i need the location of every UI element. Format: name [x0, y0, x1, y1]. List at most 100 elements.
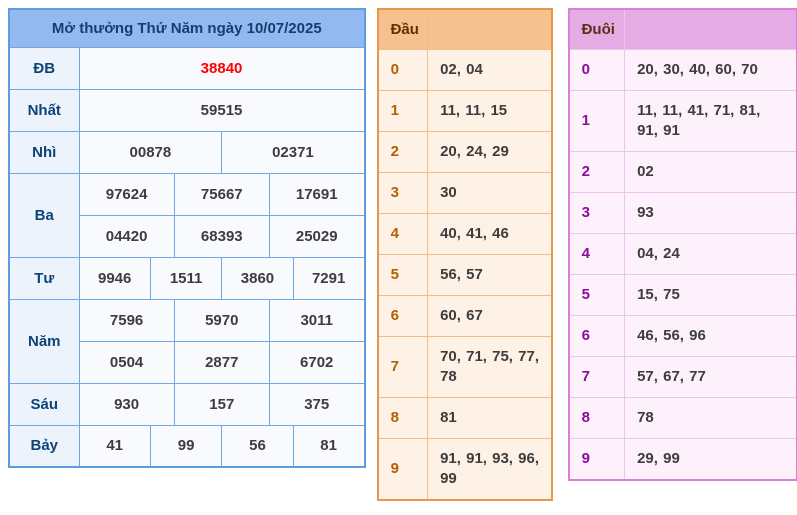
duoi-row: 7 57, 67, 77: [568, 355, 797, 398]
prize-value: 75667: [173, 172, 270, 216]
prize-row-nhat: Nhất 59515: [8, 88, 366, 132]
prize-value: 56: [221, 424, 294, 468]
prize-value: 17691: [268, 172, 366, 216]
results-title: Mở thưởng Thứ Năm ngày 10/07/2025: [8, 8, 366, 48]
dau-digit: 9: [377, 437, 429, 500]
dau-digit: 2: [377, 130, 429, 173]
prize-value: 97624: [78, 172, 175, 216]
dau-row: 2 20, 24, 29: [377, 130, 553, 173]
duoi-numbers: 15, 75: [624, 273, 797, 316]
dau-table: Đầu 0 02, 04 1 11, 11, 15 2 20, 24, 29 3…: [376, 8, 553, 501]
duoi-row: 2 02: [568, 150, 797, 193]
prize-value: 0504: [78, 340, 175, 384]
dau-numbers: 56, 57: [427, 253, 553, 296]
duoi-digit: 0: [568, 48, 626, 91]
duoi-numbers: 11, 11, 41, 71, 81, 91, 91: [624, 89, 797, 152]
prize-row-nam-1: Năm 7596 5970 3011: [8, 298, 366, 384]
prize-value: 2877: [173, 340, 270, 384]
duoi-digit: 5: [568, 273, 626, 316]
prize-label-ba: Ba: [8, 172, 80, 258]
dau-numbers: 70, 71, 75, 77, 78: [427, 335, 553, 398]
prize-value-special: 38840: [78, 46, 366, 90]
dau-numbers: 60, 67: [427, 294, 553, 337]
duoi-digit: 7: [568, 355, 626, 398]
prize-row-ba-1: Ba 97624 75667 17691: [8, 172, 366, 258]
dau-row: 6 60, 67: [377, 294, 553, 337]
dau-digit: 8: [377, 396, 429, 439]
dau-digit: 3: [377, 171, 429, 214]
dau-header-spacer: [427, 8, 553, 50]
duoi-row: 9 29, 99: [568, 437, 797, 480]
duoi-row: 0 20, 30, 40, 60, 70: [568, 48, 797, 91]
prize-row-bay: Bảy 41 99 56 81: [8, 424, 366, 468]
dau-digit: 7: [377, 335, 429, 398]
prize-label-nhi: Nhì: [8, 130, 80, 174]
duoi-numbers: 46, 56, 96: [624, 314, 797, 357]
dau-numbers: 11, 11, 15: [427, 89, 553, 132]
dau-numbers: 20, 24, 29: [427, 130, 553, 173]
dau-digit: 0: [377, 48, 429, 91]
dau-numbers: 02, 04: [427, 48, 553, 91]
prize-row-db: ĐB 38840: [8, 46, 366, 90]
prize-value: 68393: [173, 214, 270, 258]
results-table: Mở thưởng Thứ Năm ngày 10/07/2025 ĐB 388…: [8, 8, 366, 468]
duoi-numbers: 04, 24: [624, 232, 797, 275]
dau-row: 8 81: [377, 396, 553, 439]
prize-value: 3011: [268, 298, 366, 342]
prize-row-sau: Sáu 930 157 375: [8, 382, 366, 426]
prize-row-tu: Tư 9946 1511 3860 7291: [8, 256, 366, 300]
prize-value: 25029: [268, 214, 366, 258]
prize-value: 7596: [78, 298, 175, 342]
prize-value: 02371: [221, 130, 366, 174]
prize-label-nam: Năm: [8, 298, 80, 384]
prize-row-nhi: Nhì 00878 02371: [8, 130, 366, 174]
dau-header: Đầu: [377, 8, 429, 50]
prize-value: 41: [78, 424, 151, 468]
dau-digit: 6: [377, 294, 429, 337]
dau-row: 5 56, 57: [377, 253, 553, 296]
duoi-numbers: 57, 67, 77: [624, 355, 797, 398]
duoi-digit: 9: [568, 437, 626, 480]
dau-numbers: 91, 91, 93, 96, 99: [427, 437, 553, 500]
duoi-digit: 2: [568, 150, 626, 193]
prize-value: 04420: [78, 214, 175, 258]
dau-numbers: 30: [427, 171, 553, 214]
duoi-row: 6 46, 56, 96: [568, 314, 797, 357]
prize-value: 59515: [78, 88, 366, 132]
dau-numbers: 40, 41, 46: [427, 212, 553, 255]
duoi-numbers: 20, 30, 40, 60, 70: [624, 48, 797, 91]
prize-row-ba-2: 04420 68393 25029: [9, 214, 366, 258]
duoi-digit: 4: [568, 232, 626, 275]
dau-numbers: 81: [427, 396, 553, 439]
prize-value: 157: [173, 382, 270, 426]
prize-label-nhat: Nhất: [8, 88, 80, 132]
duoi-row: 4 04, 24: [568, 232, 797, 275]
dau-digit: 4: [377, 212, 429, 255]
prize-value: 6702: [268, 340, 366, 384]
duoi-row: 5 15, 75: [568, 273, 797, 316]
prize-value: 5970: [173, 298, 270, 342]
duoi-header: Đuôi: [568, 8, 626, 50]
duoi-header-spacer: [624, 8, 797, 50]
prize-value: 00878: [78, 130, 223, 174]
dau-row: 9 91, 91, 93, 96, 99: [377, 437, 553, 500]
prize-value: 3860: [221, 256, 294, 300]
dau-row: 3 30: [377, 171, 553, 214]
dau-digit: 1: [377, 89, 429, 132]
duoi-table: Đuôi 0 20, 30, 40, 60, 70 1 11, 11, 41, …: [567, 8, 797, 481]
prize-value: 99: [149, 424, 223, 468]
dau-digit: 5: [377, 253, 429, 296]
duoi-row: 1 11, 11, 41, 71, 81, 91, 91: [568, 89, 797, 152]
dau-row: 1 11, 11, 15: [377, 89, 553, 132]
duoi-numbers: 93: [624, 191, 797, 234]
duoi-digit: 1: [568, 89, 626, 152]
prize-label-sau: Sáu: [8, 382, 80, 426]
duoi-numbers: 02: [624, 150, 797, 193]
duoi-row: 8 78: [568, 396, 797, 439]
dau-row: 4 40, 41, 46: [377, 212, 553, 255]
prize-value: 375: [268, 382, 366, 426]
duoi-numbers: 78: [624, 396, 797, 439]
prize-value: 81: [292, 424, 366, 468]
duoi-numbers: 29, 99: [624, 437, 797, 480]
